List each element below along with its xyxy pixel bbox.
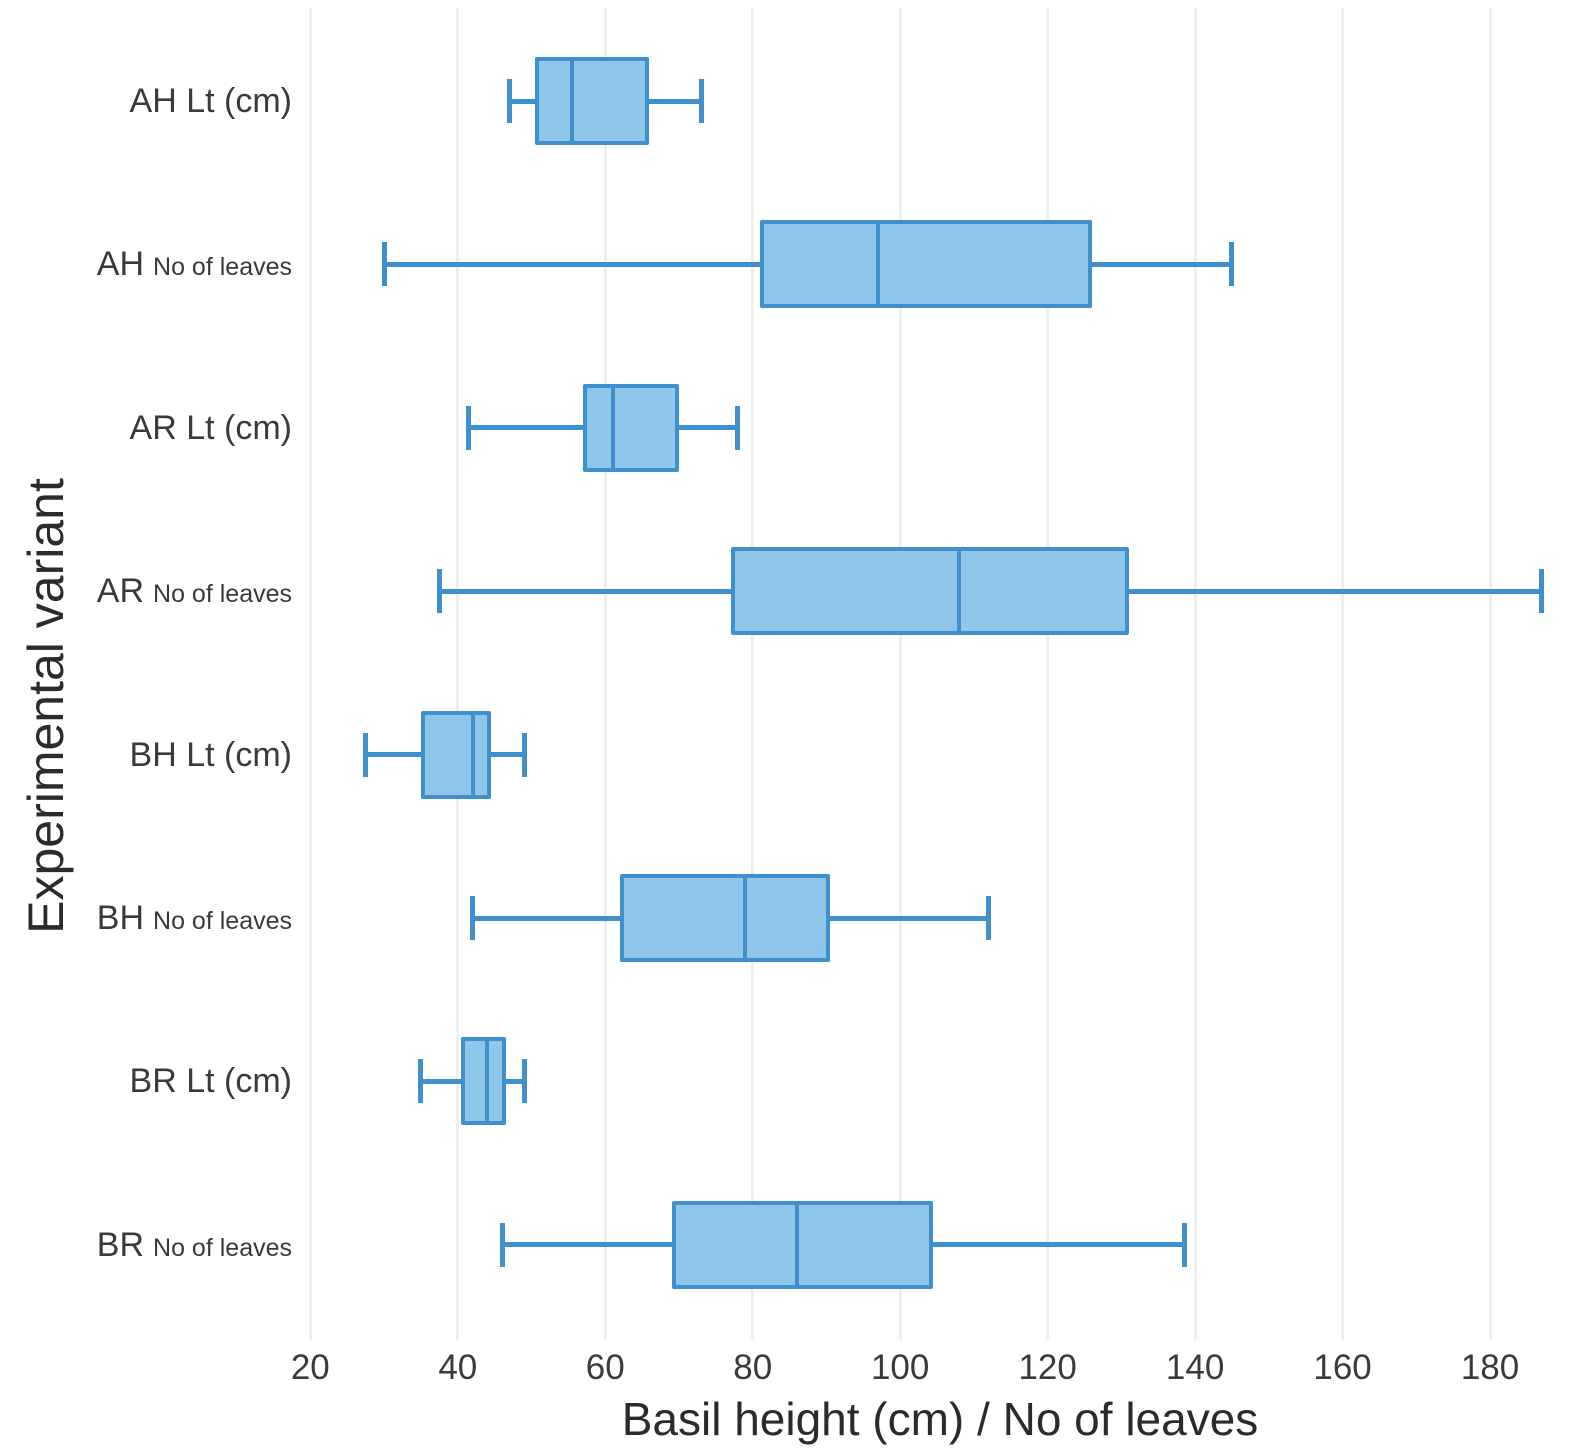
y-label-br-leaves: BR No of leaves bbox=[97, 1219, 292, 1271]
x-tick-label-180: 180 bbox=[1460, 1348, 1520, 1387]
iqr-box bbox=[461, 1037, 506, 1126]
x-tick-label-20: 20 bbox=[290, 1348, 330, 1387]
whisker-cap-high bbox=[986, 896, 992, 940]
whisker-cap-high bbox=[1181, 1222, 1187, 1267]
median-line bbox=[876, 224, 881, 305]
y-label-ah-height: AH Lt (cm) bbox=[130, 75, 292, 127]
y-label-measure: No of leaves bbox=[153, 907, 292, 935]
y-label-group: AR bbox=[96, 572, 145, 611]
y-label-measure: No of leaves bbox=[153, 1233, 292, 1262]
median-line bbox=[470, 714, 475, 795]
whisker-cap-high bbox=[1229, 242, 1235, 287]
y-label-measure: No of leaves bbox=[153, 253, 292, 282]
y-label-bh-leaves: BH No of leaves bbox=[97, 892, 292, 944]
gridline-120 bbox=[1046, 8, 1050, 1340]
y-label-group: BH bbox=[96, 899, 145, 937]
iqr-box bbox=[730, 547, 1129, 636]
whisker-cap-low bbox=[499, 1222, 505, 1267]
y-label-bh-height: BH Lt (cm) bbox=[130, 729, 292, 781]
whisker-cap-high bbox=[521, 732, 527, 777]
x-axis-title: Basil height (cm) / No of leaves bbox=[621, 1393, 1259, 1445]
y-label-group: BR bbox=[96, 1225, 145, 1264]
y-label-group: AH Lt (cm) bbox=[129, 82, 292, 120]
whisker-cap-high bbox=[521, 1059, 527, 1104]
iqr-box bbox=[535, 57, 650, 145]
x-tick-label-60: 60 bbox=[585, 1348, 625, 1387]
y-label-group: BH Lt (cm) bbox=[129, 735, 292, 774]
y-label-group: BR Lt (cm) bbox=[129, 1062, 292, 1101]
median-line bbox=[743, 878, 748, 958]
y-label-group: AH bbox=[96, 245, 145, 284]
x-tick-label-40: 40 bbox=[438, 1348, 478, 1387]
x-axis-tick-labels: 20 40 60 80 100 120 140 160 180 bbox=[0, 1346, 1580, 1390]
y-axis-title: Experimental variant bbox=[18, 478, 74, 934]
whisker-cap-low bbox=[466, 405, 472, 450]
whisker-cap-low bbox=[470, 896, 476, 940]
y-label-br-height: BR Lt (cm) bbox=[130, 1055, 292, 1107]
gridline-160 bbox=[1341, 8, 1345, 1340]
y-label-measure: No of leaves bbox=[153, 580, 292, 609]
median-line bbox=[957, 551, 962, 632]
iqr-box bbox=[760, 220, 1092, 309]
y-label-ar-leaves: AR No of leaves bbox=[97, 565, 292, 617]
x-tick-label-100: 100 bbox=[870, 1348, 930, 1387]
whisker-cap-low bbox=[363, 732, 369, 777]
y-label-group: AR Lt (cm) bbox=[129, 408, 292, 447]
whisker-cap-low bbox=[506, 79, 512, 123]
y-axis-labels: AH Lt (cm) AH No of leaves AR Lt (cm) AR No o… bbox=[0, 0, 292, 1340]
median-line bbox=[794, 1204, 799, 1285]
iqr-box bbox=[620, 874, 831, 962]
x-tick-label-80: 80 bbox=[733, 1348, 773, 1387]
plot-area bbox=[300, 0, 1580, 1340]
median-line bbox=[485, 1041, 490, 1122]
iqr-box bbox=[671, 1200, 934, 1289]
iqr-box bbox=[420, 710, 491, 799]
x-tick-label-120: 120 bbox=[1018, 1348, 1077, 1387]
median-line bbox=[610, 387, 615, 468]
gridline-180 bbox=[1488, 8, 1492, 1340]
gridline-40 bbox=[456, 8, 460, 1340]
whisker-cap-low bbox=[418, 1059, 424, 1104]
whisker-cap-high bbox=[698, 79, 704, 123]
x-tick-label-140: 140 bbox=[1165, 1348, 1225, 1387]
x-tick-label-160: 160 bbox=[1313, 1348, 1372, 1387]
y-label-ah-leaves: AH No of leaves bbox=[97, 238, 292, 290]
y-label-ar-height: AR Lt (cm) bbox=[130, 402, 292, 454]
whisker-cap-high bbox=[735, 405, 741, 450]
gridline-100 bbox=[898, 8, 902, 1340]
whisker-cap-low bbox=[436, 569, 442, 614]
median-line bbox=[570, 61, 575, 141]
whisker-cap-high bbox=[1539, 569, 1545, 614]
whisker-cap-low bbox=[381, 242, 387, 287]
gridline-60 bbox=[603, 8, 607, 1340]
iqr-box bbox=[583, 383, 679, 472]
gridline-20 bbox=[308, 8, 312, 1340]
gridline-80 bbox=[751, 8, 755, 1340]
gridline-140 bbox=[1193, 8, 1197, 1340]
